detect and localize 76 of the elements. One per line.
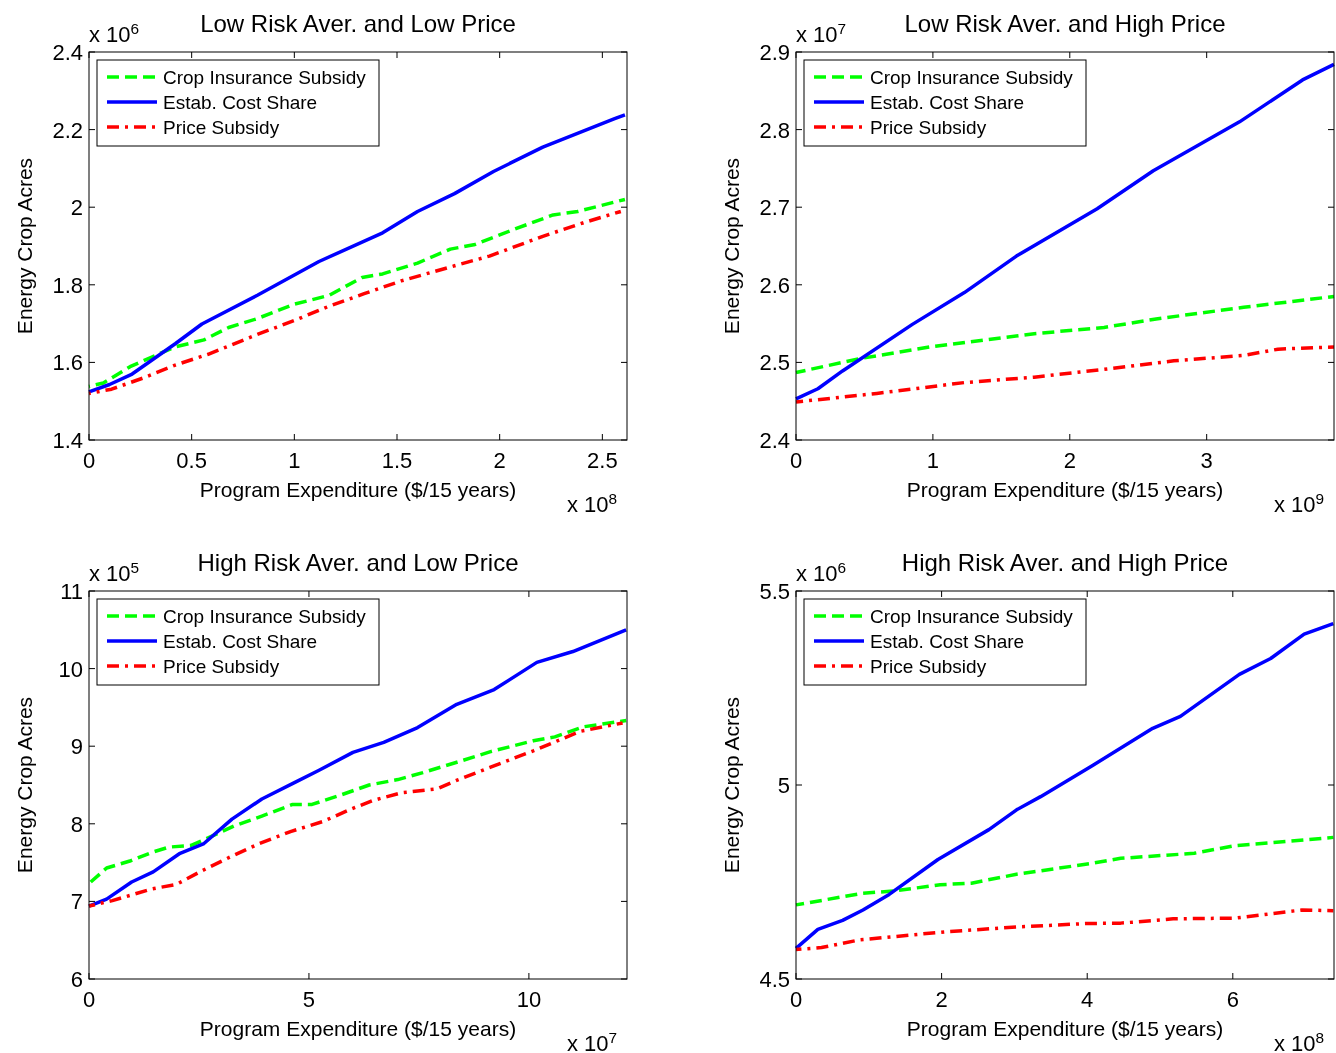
x-axis-title: Program Expenditure ($/15 years) [199, 1017, 517, 1040]
text: x 10$^{8}$ [1274, 1028, 1325, 1053]
legend-label: Price Subsidy [870, 656, 987, 677]
x-axis-title: Program Expenditure ($/15 years) [199, 478, 517, 501]
y-tick-label: 2.2 [52, 117, 83, 143]
x-tick-label: 5 [302, 987, 316, 1012]
y-tick-label: 6 [70, 967, 83, 992]
legend-label: Price Subsidy [163, 656, 280, 677]
legend-label: Estab. Cost Share [870, 631, 1025, 652]
y-tick-label: 5 [777, 773, 790, 798]
chart-title: Low Risk Aver. and Low Price [200, 10, 516, 37]
x-tick-label: 3 [1200, 448, 1213, 473]
x-tick-label: 2 [493, 448, 506, 473]
line-series [794, 835, 1336, 907]
y-axis-title: Energy Crop Acres [720, 696, 743, 874]
y-tick-label: 8 [70, 811, 83, 837]
y-tick-label: 2.7 [759, 195, 790, 221]
x-tick-label: 10 [516, 987, 542, 1012]
x-tick-label: 0 [789, 448, 803, 473]
y-tick-label: 1.6 [52, 350, 83, 376]
legend-label: Estab. Cost Share [870, 92, 1025, 113]
y-tick-label: 2.6 [759, 272, 790, 298]
legend-label: Crop Insurance Subsidy [870, 606, 1074, 627]
x-tick-label: 2 [1063, 448, 1076, 473]
legend-label: Crop Insurance Subsidy [163, 67, 367, 88]
legend-label: Price Subsidy [163, 117, 280, 138]
y-tick-label: 4.5 [759, 967, 790, 992]
x-tick-label: 6 [1226, 987, 1239, 1012]
x-tick-label: 0 [82, 987, 96, 1012]
line-series [87, 113, 627, 394]
y-tick-label: 7 [70, 889, 83, 915]
y-tick-label: 11 [60, 579, 83, 604]
text: x 10$^{6}$ [796, 558, 847, 586]
x-tick-label: 1 [288, 448, 301, 473]
text: x 10$^{8}$ [567, 489, 618, 517]
line-series [794, 62, 1336, 401]
y-axis-title: Energy Crop Acres [720, 157, 743, 335]
chart-title: Low Risk Aver. and High Price [904, 10, 1226, 37]
y-axis-title: Energy Crop Acres [13, 696, 36, 874]
y-axis-title: Energy Crop Acres [13, 157, 36, 335]
y-tick-label: 2 [70, 195, 83, 221]
x-tick-label: 4 [1081, 987, 1094, 1012]
text: x 10$^{5}$ [89, 558, 140, 586]
legend-label: Crop Insurance Subsidy [870, 67, 1074, 88]
x-tick-label: 1.5 [381, 448, 413, 473]
x-tick-label: 0 [82, 448, 96, 473]
text: x 10$^{7}$ [567, 1028, 618, 1053]
legend-label: Estab. Cost Share [163, 631, 318, 652]
y-tick-label: 1.4 [52, 428, 83, 453]
y-tick-label: 2.9 [759, 40, 790, 65]
x-tick-label: 2 [935, 987, 948, 1012]
text: x 10$^{7}$ [796, 19, 847, 47]
y-tick-label: 2.5 [759, 350, 790, 376]
y-tick-label: 2.4 [759, 428, 790, 453]
chart-title: High Risk Aver. and Low Price [197, 549, 519, 576]
x-tick-label: 0 [789, 987, 803, 1012]
line-series [794, 294, 1336, 375]
x-tick-label: 0.5 [176, 448, 207, 473]
y-tick-label: 1.8 [52, 272, 83, 298]
legend-label: Estab. Cost Share [163, 92, 318, 113]
y-tick-label: 5.5 [759, 579, 790, 604]
y-tick-label: 10 [58, 656, 83, 682]
legend-label: Price Subsidy [870, 117, 987, 138]
x-axis-title: Program Expenditure ($/15 years) [906, 478, 1224, 501]
y-tick-label: 9 [70, 734, 83, 760]
legend-label: Crop Insurance Subsidy [163, 606, 367, 627]
x-tick-label: 2.5 [587, 448, 618, 473]
text: x 10$^{9}$ [1274, 489, 1325, 517]
x-axis-title: Program Expenditure ($/15 years) [906, 1017, 1224, 1040]
line-series [794, 345, 1336, 404]
chart-title: High Risk Aver. and High Price [901, 549, 1229, 576]
x-tick-label: 1 [926, 448, 940, 473]
line-series [794, 908, 1336, 952]
y-tick-label: 2.8 [759, 117, 790, 143]
text: x 10$^{6}$ [89, 19, 140, 47]
y-tick-label: 2.4 [52, 40, 83, 65]
